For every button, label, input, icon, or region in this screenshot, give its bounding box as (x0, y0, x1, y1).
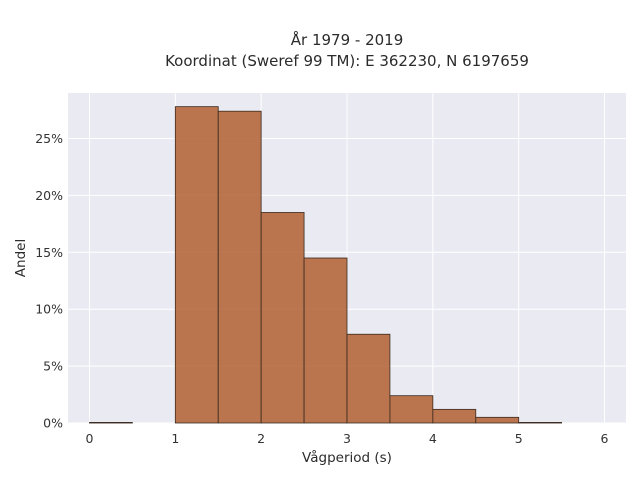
histogram-bar (432, 408, 477, 424)
y-tick-label: 15% (35, 245, 63, 260)
x-tick-label: 0 (85, 431, 93, 446)
histogram-bar (346, 333, 391, 424)
x-tick-label: 6 (601, 431, 609, 446)
histogram-bar (174, 106, 219, 424)
y-tick-label: 20% (35, 188, 63, 203)
histogram-bar (217, 110, 262, 424)
x-tick-label: 1 (171, 431, 179, 446)
x-tick-label: 2 (257, 431, 265, 446)
y-tick-label: 0% (43, 416, 63, 431)
histogram-bar (475, 416, 520, 424)
y-tick-label: 25% (35, 131, 63, 146)
histogram-bar (389, 395, 434, 424)
x-tick-label: 5 (515, 431, 523, 446)
x-axis-label: Vågperiod (s) (302, 449, 392, 466)
y-tick-label: 10% (35, 302, 63, 317)
histogram-bar (89, 422, 133, 424)
ticks-layer: 0 1 2 3 4 5 6 0% 5% 10% 15% 20% 25% (35, 131, 608, 446)
histogram-bar (518, 422, 563, 424)
histogram-bar (303, 257, 348, 424)
x-tick-label: 3 (343, 431, 351, 446)
y-axis-label: Andel (13, 239, 29, 277)
histogram-bar (260, 212, 305, 424)
x-tick-label: 4 (429, 431, 437, 446)
chart-title: År 1979 - 2019 (291, 30, 404, 49)
chart-subtitle: Koordinat (Sweref 99 TM): E 362230, N 61… (165, 52, 529, 70)
y-tick-label: 5% (43, 359, 63, 374)
bars-layer (89, 106, 563, 424)
